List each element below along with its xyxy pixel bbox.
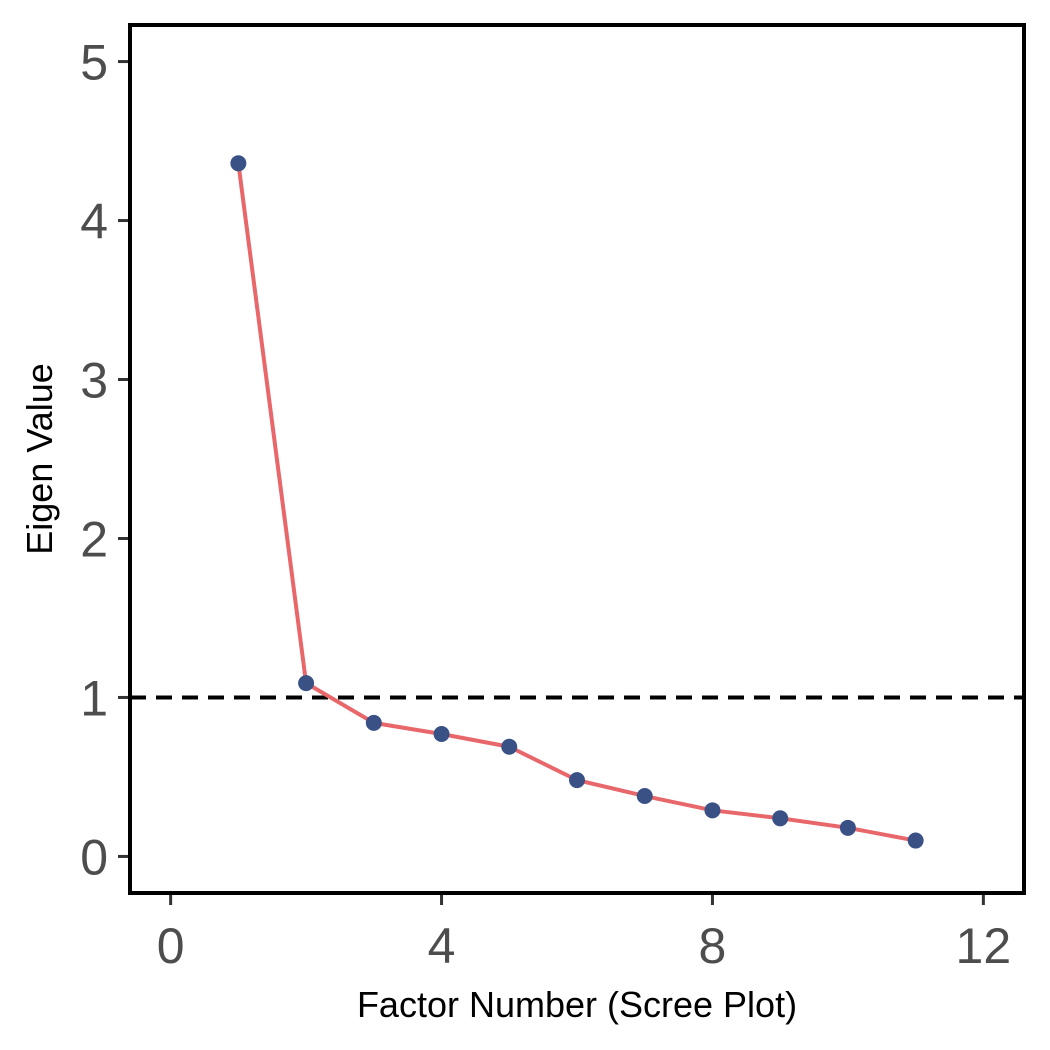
eigenvalue-line xyxy=(236,163,917,843)
y-tick-label: 0 xyxy=(80,829,108,885)
y-axis-ticks: 0 1 2 3 4 5 xyxy=(80,35,130,885)
y-tick-label: 5 xyxy=(80,35,108,91)
data-point xyxy=(636,788,653,805)
data-point xyxy=(433,726,450,743)
data-point xyxy=(704,802,721,819)
y-tick-label: 4 xyxy=(80,194,108,250)
y-tick-label: 1 xyxy=(80,670,108,726)
data-point xyxy=(365,714,382,731)
plot-panel-border xyxy=(128,23,1026,895)
x-tick-label: 0 xyxy=(157,918,185,974)
eigenvalue-points xyxy=(230,155,924,849)
y-tick-label: 3 xyxy=(80,353,108,409)
x-axis-title: Factor Number (Scree Plot) xyxy=(357,984,797,1025)
data-point xyxy=(772,810,789,827)
x-tick-label: 4 xyxy=(428,918,456,974)
data-point xyxy=(501,738,518,755)
data-point xyxy=(907,832,924,849)
data-point xyxy=(569,772,585,789)
y-axis-title: Eigen Value xyxy=(19,363,60,554)
data-point xyxy=(230,155,247,172)
y-tick-label: 2 xyxy=(80,511,108,567)
data-point xyxy=(839,819,856,836)
x-tick-label: 12 xyxy=(956,918,1012,974)
data-point xyxy=(298,675,315,692)
x-axis-ticks: 0 4 8 12 xyxy=(157,893,1011,974)
x-tick-label: 8 xyxy=(699,918,727,974)
